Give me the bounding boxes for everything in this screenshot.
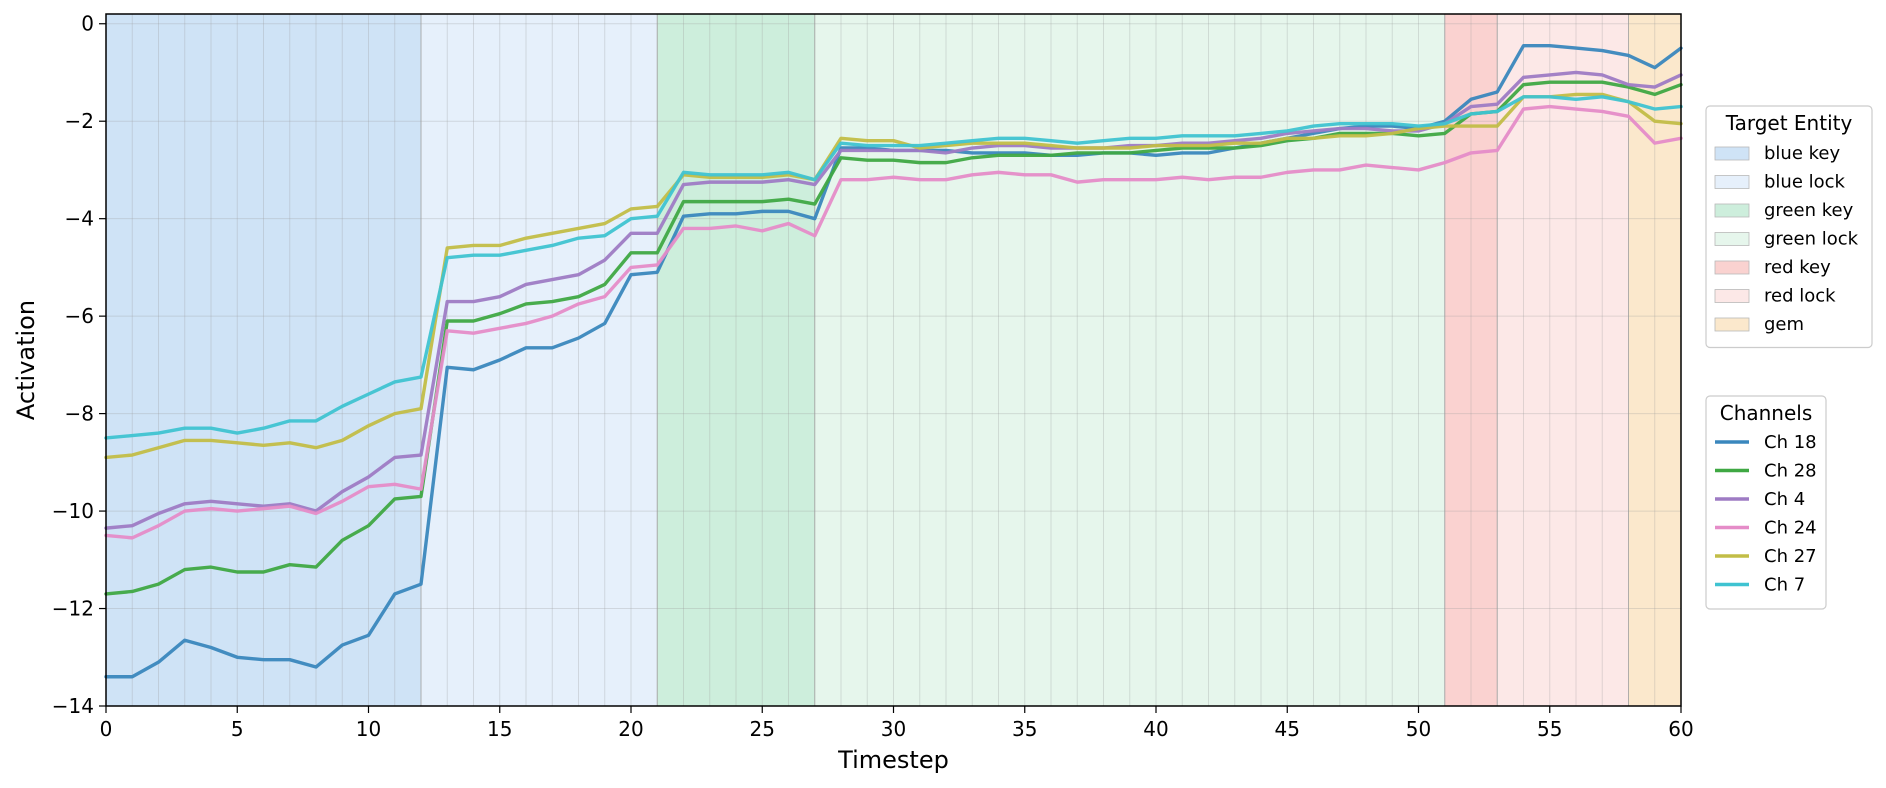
x-tick-label: 60 <box>1668 717 1693 741</box>
legend-swatch-green-key <box>1714 203 1750 218</box>
y-axis-label: Activation <box>12 300 40 420</box>
x-tick-label: 40 <box>1143 717 1168 741</box>
x-tick-label: 20 <box>618 717 643 741</box>
x-tick-label: 35 <box>1012 717 1037 741</box>
x-tick-label: 0 <box>100 717 113 741</box>
legend-swatch-green-lock <box>1714 232 1750 246</box>
x-tick-label: 25 <box>750 717 775 741</box>
x-tick-label: 15 <box>487 717 512 741</box>
series-line-ch-28 <box>104 80 1683 596</box>
legend-label-green-lock: green lock <box>1764 229 1859 250</box>
legend-swatch-gem <box>1714 317 1750 332</box>
series-lines <box>104 43 1683 679</box>
x-tick-label: 10 <box>356 717 381 741</box>
legend-swatch-blue-key <box>1714 146 1750 161</box>
legend-label-red-lock: red lock <box>1764 286 1836 307</box>
legend-label-blue-lock: blue lock <box>1764 172 1846 193</box>
y-tick-label: −14 <box>52 694 94 718</box>
series-line-ch-7 <box>104 95 1683 440</box>
region-red-key <box>1444 14 1498 706</box>
legend-target-entity: Target Entity blue key blue lock green key… <box>1705 105 1873 349</box>
y-tick-label: −12 <box>52 597 94 621</box>
y-axis-ticks: 0 −2 −4 −6 −8 −10 −12 −14 <box>52 12 106 718</box>
legend-label-ch-28: Ch 28 <box>1764 461 1817 482</box>
region-blue-lock <box>421 14 658 706</box>
x-tick-label: 5 <box>231 717 244 741</box>
series-line-ch-24 <box>104 104 1683 540</box>
region-red-lock <box>1497 14 1629 706</box>
x-axis-label: Timestep <box>837 746 949 774</box>
x-axis-ticks: 0 5 10 15 20 25 30 35 40 45 50 55 60 <box>100 706 1694 741</box>
legend-swatch-red-lock <box>1714 289 1750 303</box>
legend-label-blue-key: blue key <box>1764 143 1840 164</box>
legend-label-gem: gem <box>1764 314 1804 335</box>
region-gem <box>1628 14 1681 706</box>
legend-label-ch-24: Ch 24 <box>1764 518 1817 539</box>
y-tick-label: −8 <box>65 402 94 426</box>
legend-label-red-key: red key <box>1764 257 1831 278</box>
legend-target-entity-title: Target Entity <box>1725 111 1853 135</box>
legend-label-ch-7: Ch 7 <box>1764 575 1805 596</box>
region-green-key <box>657 14 815 706</box>
legend-swatch-red-key <box>1714 260 1750 275</box>
y-tick-label: −6 <box>65 304 94 328</box>
legend-label-ch-27: Ch 27 <box>1764 546 1817 567</box>
legend-label-green-key: green key <box>1764 200 1854 221</box>
x-tick-label: 30 <box>881 717 906 741</box>
legend-target-entity-frame <box>1705 105 1873 349</box>
legend-swatch-blue-lock <box>1714 175 1750 189</box>
series-line-ch-27 <box>104 92 1683 460</box>
x-tick-label: 45 <box>1275 717 1300 741</box>
legend-label-ch-4: Ch 4 <box>1764 489 1805 510</box>
series-line-ch-4 <box>104 70 1683 530</box>
grid-lines <box>105 14 1682 707</box>
x-tick-label: 55 <box>1537 717 1562 741</box>
y-tick-label: −2 <box>65 109 94 133</box>
region-blue-key <box>106 14 421 706</box>
legend-channels-title: Channels <box>1720 401 1813 425</box>
x-tick-label: 50 <box>1406 717 1431 741</box>
legend-channels: Channels Ch 18 Ch 28 Ch 4 Ch 24 Ch 27 Ch 7 <box>1705 395 1827 610</box>
legend-label-ch-18: Ch 18 <box>1764 432 1817 453</box>
y-tick-label: 0 <box>81 12 94 36</box>
y-tick-label: −4 <box>65 207 94 231</box>
y-tick-label: −10 <box>52 499 94 523</box>
